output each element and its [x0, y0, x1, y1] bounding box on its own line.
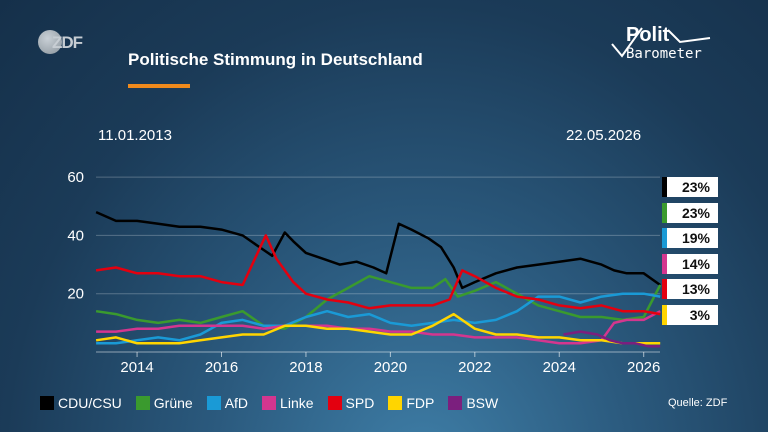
legend-item: CDU/CSU: [40, 395, 122, 411]
legend-swatch: [388, 396, 403, 410]
logo-polit: Polit: [626, 24, 670, 46]
legend-item: SPD: [327, 395, 375, 411]
source-note: Quelle: ZDF: [668, 397, 728, 409]
title-underline: [128, 84, 190, 88]
legend-label: SPD: [345, 395, 375, 411]
legend-item: AfD: [206, 395, 249, 411]
value-badge-color: [662, 279, 667, 299]
value-badge-text: 3%: [689, 306, 710, 323]
value-badge-text: 13%: [681, 281, 710, 297]
legend-label: AfD: [224, 395, 249, 411]
value-badge: 23%: [662, 202, 718, 223]
legend-swatch: [262, 396, 277, 410]
logo-barometer: Barometer: [626, 46, 702, 62]
value-badge-text: 23%: [681, 179, 710, 195]
y-tick-label: 40: [67, 227, 84, 244]
chart-title: Politische Stimmung in Deutschland: [128, 50, 423, 69]
politbarometer-check-icon: [611, 27, 711, 58]
legend-label: Grüne: [153, 395, 193, 411]
value-badge: 23%: [662, 177, 718, 197]
value-badge: 14%: [662, 253, 718, 274]
series-line-fdp: [95, 312, 661, 345]
legend-label: BSW: [466, 395, 499, 411]
chart-legend: CDU/CSU Grüne AfD Linke SPD FDP BSW: [40, 395, 512, 411]
series-line-bsw: [563, 330, 661, 348]
date-end: 22.05.2026: [566, 127, 642, 144]
value-badge-color: [662, 253, 667, 274]
value-badge-color: [662, 202, 667, 223]
legend-swatch: [448, 396, 463, 410]
value-badge-text: 23%: [681, 204, 710, 221]
legend-item: BSW: [448, 395, 498, 411]
x-tick-label: 2014: [120, 359, 153, 376]
x-tick-label: 2020: [374, 359, 407, 376]
zdf-logo: ZDF: [38, 30, 90, 56]
x-tick-label: 2024: [543, 359, 576, 376]
legend-label: FDP: [406, 395, 435, 411]
series-line-cducsu: [95, 210, 661, 290]
legend-swatch: [135, 396, 150, 410]
legend-swatch: [327, 396, 342, 410]
series-line-spd: [95, 234, 661, 316]
series-line-afd: [96, 292, 661, 345]
x-tick-label: 2026: [627, 359, 660, 376]
value-badge: 3%: [662, 304, 718, 325]
legend-swatch: [40, 396, 54, 410]
legend-label: CDU/CSU: [58, 395, 122, 411]
series-line-grne: [95, 274, 662, 330]
legend-item: Linke: [262, 395, 314, 411]
zdf-logo-circle: [38, 30, 62, 54]
value-badge-text: 19%: [681, 230, 710, 246]
value-badge-color: [662, 177, 667, 197]
date-start: 11.01.2013: [98, 127, 172, 144]
legend-label: Linke: [280, 395, 314, 411]
value-badge-text: 14%: [681, 255, 710, 272]
value-badge-color: [662, 228, 667, 248]
zdf-logo-text: ZDF: [52, 33, 83, 52]
value-badge: 13%: [662, 279, 718, 299]
legend-item: Grüne: [135, 395, 193, 411]
x-tick-label: 2022: [458, 359, 491, 376]
x-tick-label: 2016: [205, 359, 238, 376]
politbarometer-logo: Polit Barometer: [608, 24, 718, 70]
value-badge-color: [662, 304, 667, 325]
x-tick-label: 2018: [289, 359, 322, 376]
series-line-linke: [96, 310, 661, 345]
legend-item: FDP: [388, 395, 434, 411]
y-tick-label: 20: [67, 286, 84, 303]
value-badge: 19%: [662, 228, 718, 248]
legend-swatch: [206, 396, 221, 410]
y-tick-label: 60: [67, 169, 84, 186]
